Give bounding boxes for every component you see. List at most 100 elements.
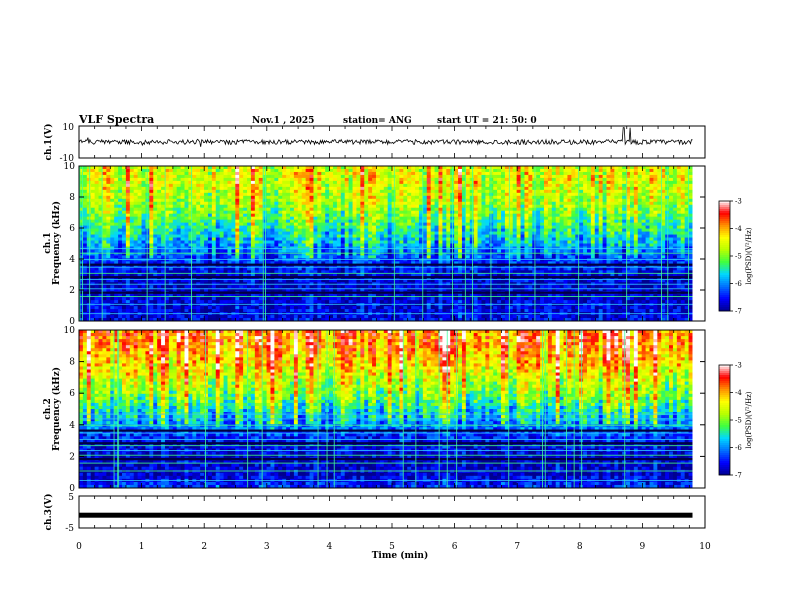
spectrogram-cell bbox=[661, 216, 666, 221]
spectrogram-cell bbox=[356, 255, 361, 259]
spectrogram-cell bbox=[469, 222, 475, 227]
spectrogram-cell bbox=[387, 198, 392, 203]
spectrogram-cell bbox=[317, 231, 322, 235]
spectrogram-cell bbox=[641, 204, 646, 209]
spectrogram-cell bbox=[329, 168, 334, 173]
spectrogram-cell bbox=[489, 213, 494, 218]
spectrogram-cell bbox=[278, 240, 283, 244]
spectrogram-cell bbox=[489, 231, 494, 235]
spectrogram-cell bbox=[657, 252, 662, 256]
spectrogram-cell bbox=[543, 174, 549, 179]
spectrogram-cell bbox=[309, 189, 314, 194]
spectrogram-cell bbox=[614, 186, 619, 191]
spectrogram-cell bbox=[86, 192, 92, 197]
spectrogram-cell bbox=[157, 180, 166, 185]
spectrogram-cell bbox=[164, 213, 170, 218]
spectrogram-cell bbox=[164, 219, 170, 224]
spectrogram-cell bbox=[680, 213, 686, 218]
ch1-waveform-ylabel: ch.1(V) bbox=[43, 124, 54, 161]
spectrogram-cell bbox=[575, 237, 580, 241]
spectrogram-cell bbox=[153, 240, 158, 244]
spectrogram-cell bbox=[290, 198, 295, 203]
spectrogram-cell bbox=[418, 255, 424, 259]
spectrogram-cell bbox=[188, 177, 193, 182]
spectrogram-cell bbox=[676, 195, 682, 200]
spectrogram-cell bbox=[219, 243, 224, 247]
spectrogram-cell bbox=[493, 213, 498, 218]
spectrogram-cell bbox=[290, 252, 295, 256]
spectrogram-cell bbox=[297, 183, 303, 188]
spectrogram-cell bbox=[465, 192, 471, 197]
spectrogram-cell bbox=[282, 171, 287, 176]
spectrogram-cell bbox=[579, 219, 584, 224]
spectrogram-cell bbox=[540, 222, 545, 227]
spectrogram-cell bbox=[141, 228, 146, 232]
spectrogram-cell bbox=[133, 237, 139, 241]
spectrogram-cell bbox=[688, 171, 693, 176]
spectrogram-cell bbox=[375, 171, 381, 176]
spectrogram-cell bbox=[575, 168, 580, 173]
spectrogram-cell bbox=[571, 228, 576, 232]
spectrogram-cell bbox=[290, 231, 295, 235]
spectrogram-cell bbox=[364, 231, 369, 235]
spectrogram-cell bbox=[293, 234, 299, 238]
spectrogram-cell bbox=[293, 201, 299, 206]
spectrogram-cell bbox=[172, 207, 178, 212]
spectrogram-cell bbox=[223, 210, 228, 215]
spectrogram-cell bbox=[290, 186, 295, 191]
spectrogram-cell bbox=[516, 225, 521, 229]
spectrogram-cell bbox=[516, 219, 521, 224]
spectrogram-cell bbox=[223, 171, 228, 176]
spectrogram-cell bbox=[86, 204, 92, 209]
spectrogram-cell bbox=[594, 249, 600, 253]
ch1-waveform-panel: 10 -10 ch.1(V) bbox=[43, 123, 706, 164]
spectrogram-cell bbox=[438, 195, 443, 200]
spectrogram-cell bbox=[567, 201, 572, 206]
spectrogram-cell bbox=[90, 174, 96, 179]
spectrogram-cell bbox=[637, 225, 643, 229]
spectrogram-cell bbox=[606, 231, 611, 235]
spectrogram-cell bbox=[79, 243, 84, 247]
spectrogram-cell bbox=[278, 180, 283, 185]
spectrogram-cell bbox=[528, 186, 533, 191]
spectrogram-cell bbox=[79, 225, 84, 229]
spectrogram-cell bbox=[415, 174, 420, 179]
spectrogram-cell bbox=[243, 183, 248, 188]
spectrogram-cell bbox=[477, 219, 482, 224]
spectrogram-cell bbox=[180, 258, 185, 262]
spectrogram-cell bbox=[372, 225, 377, 229]
spectrogram-cell bbox=[688, 201, 693, 206]
spectrogram-cell bbox=[669, 186, 674, 191]
spectrogram-cell bbox=[223, 207, 228, 212]
spectrogram-cell bbox=[102, 216, 107, 221]
spectrogram-cell bbox=[676, 207, 682, 212]
spectrogram-cell bbox=[286, 213, 291, 218]
spectrogram-cell bbox=[473, 258, 478, 262]
spectrogram-cell bbox=[645, 249, 650, 253]
spectrogram-cell bbox=[622, 234, 627, 238]
spectrogram-cell bbox=[676, 213, 682, 218]
spectrogram-cell bbox=[528, 243, 533, 247]
spectrogram-cell bbox=[168, 171, 174, 176]
spectrogram-cell bbox=[278, 258, 283, 262]
spectrogram-cell bbox=[262, 195, 267, 200]
spectrogram-cell bbox=[114, 171, 119, 176]
spectrogram-cell bbox=[207, 183, 213, 188]
spectrogram-cell bbox=[481, 225, 486, 229]
spectrogram-cell bbox=[571, 249, 576, 253]
spectrogram-cell bbox=[473, 210, 478, 215]
spectrogram-cell bbox=[137, 168, 142, 173]
spectrogram-cell bbox=[329, 213, 334, 218]
spectrogram-cell bbox=[653, 234, 658, 238]
spectrogram-cell bbox=[168, 255, 174, 259]
spectrogram-cell bbox=[227, 186, 232, 191]
spectrogram-cell bbox=[481, 177, 486, 182]
spectrogram-cell bbox=[481, 204, 486, 209]
spectrogram-cell bbox=[192, 213, 197, 218]
spectrogram-cell bbox=[231, 243, 236, 247]
spectrogram-cell bbox=[598, 219, 604, 224]
spectrogram-cell bbox=[313, 225, 318, 229]
spectrogram-cell bbox=[317, 168, 322, 173]
spectrogram-cell bbox=[344, 204, 350, 209]
spectrogram-cell bbox=[477, 234, 482, 238]
